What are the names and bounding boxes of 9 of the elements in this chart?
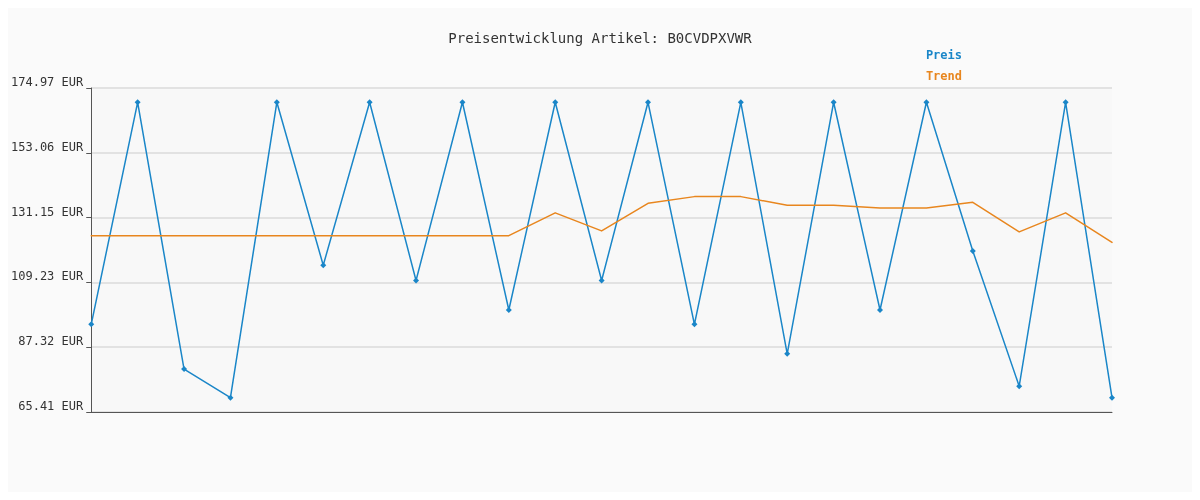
chart-title: Preisentwicklung Artikel: B0CVDPXVWR <box>448 30 753 46</box>
y-tick-label: 174.97 EUR <box>11 75 85 89</box>
y-tick-label: 131.15 EUR <box>11 204 85 219</box>
y-tick-label: 87.32 EUR <box>18 334 85 349</box>
y-tick-label: 65.41 EUR <box>18 399 85 413</box>
text: Trend <box>925 69 962 83</box>
y-tick-label: 109.23 EUR <box>11 269 85 284</box>
text: Preis <box>925 48 962 62</box>
y-tick-label: 153.06 EUR <box>11 139 85 154</box>
